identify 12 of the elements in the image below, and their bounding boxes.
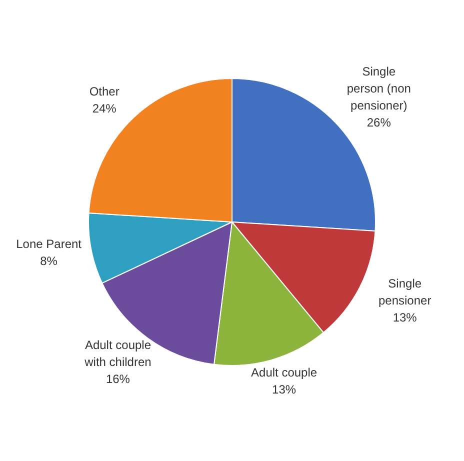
slice-label: Lone Parent [16, 237, 82, 252]
data-label: 24% [92, 101, 117, 116]
data-label: 13% [272, 382, 296, 397]
data-label: 26% [366, 116, 392, 130]
slice-label: Adult couple [251, 366, 318, 380]
slice-label: Single pensioner [378, 276, 432, 308]
data-label: 16% [106, 372, 130, 386]
slice-label: Other [89, 84, 120, 98]
slice-label: Adult couple with children [84, 338, 152, 370]
data-label: 8% [40, 254, 58, 268]
slice-label: Single person (non pensioner) [346, 64, 411, 113]
data-label: 13% [392, 310, 418, 324]
